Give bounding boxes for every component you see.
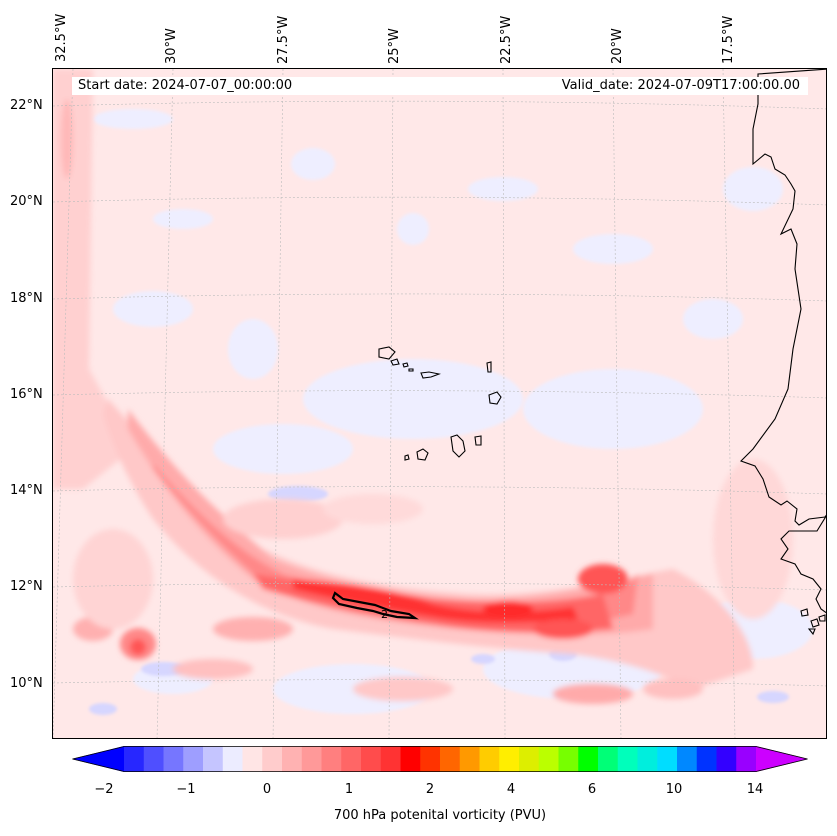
lat-label-20n: 20°N — [10, 194, 43, 209]
lon-label-20w: 20°W — [610, 28, 625, 64]
colorbar-segment — [558, 746, 579, 772]
colorbar-segment — [538, 746, 559, 772]
colorbar-segment — [341, 746, 362, 772]
positive-pv-bands — [53, 69, 793, 704]
pv-field-map: 2 — [53, 69, 826, 738]
african-coastline — [739, 69, 826, 614]
colorbar-tick-14: 14 — [746, 782, 764, 797]
colorbar-segment — [380, 746, 401, 772]
lat-label-10n: 10°N — [10, 676, 43, 691]
colorbar-segment — [282, 746, 303, 772]
colorbar-tick-neg1: −1 — [176, 782, 196, 797]
contour-label: 2 — [381, 608, 388, 621]
colorbar-segment — [677, 746, 698, 772]
bijagos-islands — [800, 608, 826, 636]
colorbar-tick-1: 1 — [344, 782, 354, 797]
colorbar-segment — [400, 746, 421, 772]
colorbar-segment — [578, 746, 599, 772]
pv-contour-2 — [331, 591, 419, 620]
colorbar-segment — [203, 746, 224, 772]
graticule — [53, 69, 826, 738]
colorbar-outline — [72, 746, 808, 772]
colorbar-tick-neg2: −2 — [94, 782, 114, 797]
colorbar-segment — [716, 746, 737, 772]
colorbar — [72, 746, 808, 772]
negative-pv-patches — [93, 109, 813, 714]
colorbar-tick-0: 0 — [262, 782, 272, 797]
colorbar-segment — [499, 746, 520, 772]
date-banner: Start date: 2024-07-07_00:00:00 Valid_da… — [72, 77, 808, 95]
colorbar-tick-2: 2 — [425, 782, 435, 797]
lat-label-16n: 16°N — [10, 387, 43, 402]
colorbar-segment — [479, 746, 500, 772]
start-date: Start date: 2024-07-07_00:00:00 — [78, 78, 293, 93]
colorbar-segment — [242, 746, 263, 772]
colorbar-label: 700 hPa potenital vorticity (PVU) — [333, 808, 547, 823]
lat-label-18n: 18°N — [10, 291, 43, 306]
colorbar-segment — [459, 746, 480, 772]
lon-label-32.5w: 32.5°W — [54, 13, 69, 62]
lon-label-22.5w: 22.5°W — [499, 15, 514, 64]
colorbar-segment — [440, 746, 461, 772]
colorbar-segment — [301, 746, 322, 772]
colorbar-segment — [657, 746, 678, 772]
lon-label-30w: 30°W — [164, 28, 179, 64]
colorbar-segment — [262, 746, 283, 772]
lat-label-12n: 12°N — [10, 579, 43, 594]
colorbar-segment — [696, 746, 717, 772]
colorbar-tick-6: 6 — [587, 782, 597, 797]
colorbar-segment — [163, 746, 184, 772]
lon-label-25w: 25°W — [387, 28, 402, 64]
colorbar-extend-min — [72, 746, 124, 772]
colorbar-tick-4: 4 — [506, 782, 516, 797]
colorbar-segment — [598, 746, 619, 772]
colorbar-segment — [519, 746, 540, 772]
colorbar-segment — [143, 746, 164, 772]
colorbar-segment — [617, 746, 638, 772]
colorbar-segment — [637, 746, 658, 772]
colorbar-segment — [736, 746, 757, 772]
map-frame: 2 — [52, 68, 827, 739]
colorbar-tick-10: 10 — [665, 782, 683, 797]
colorbar-segment — [321, 746, 342, 772]
colorbar-extend-max — [756, 746, 808, 772]
lat-label-22n: 22°N — [10, 98, 43, 113]
lon-label-17.5w: 17.5°W — [721, 15, 736, 64]
colorbar-segment — [183, 746, 204, 772]
colorbar-segment — [361, 746, 382, 772]
lon-label-27.5w: 27.5°W — [276, 15, 291, 64]
colorbar-segment — [124, 746, 145, 772]
colorbar-segment — [222, 746, 243, 772]
valid-date: Valid_date: 2024-07-09T17:00:00.00 — [561, 78, 800, 93]
cabo-verde-islands — [378, 346, 502, 461]
colorbar-segment — [420, 746, 441, 772]
lat-label-14n: 14°N — [10, 483, 43, 498]
